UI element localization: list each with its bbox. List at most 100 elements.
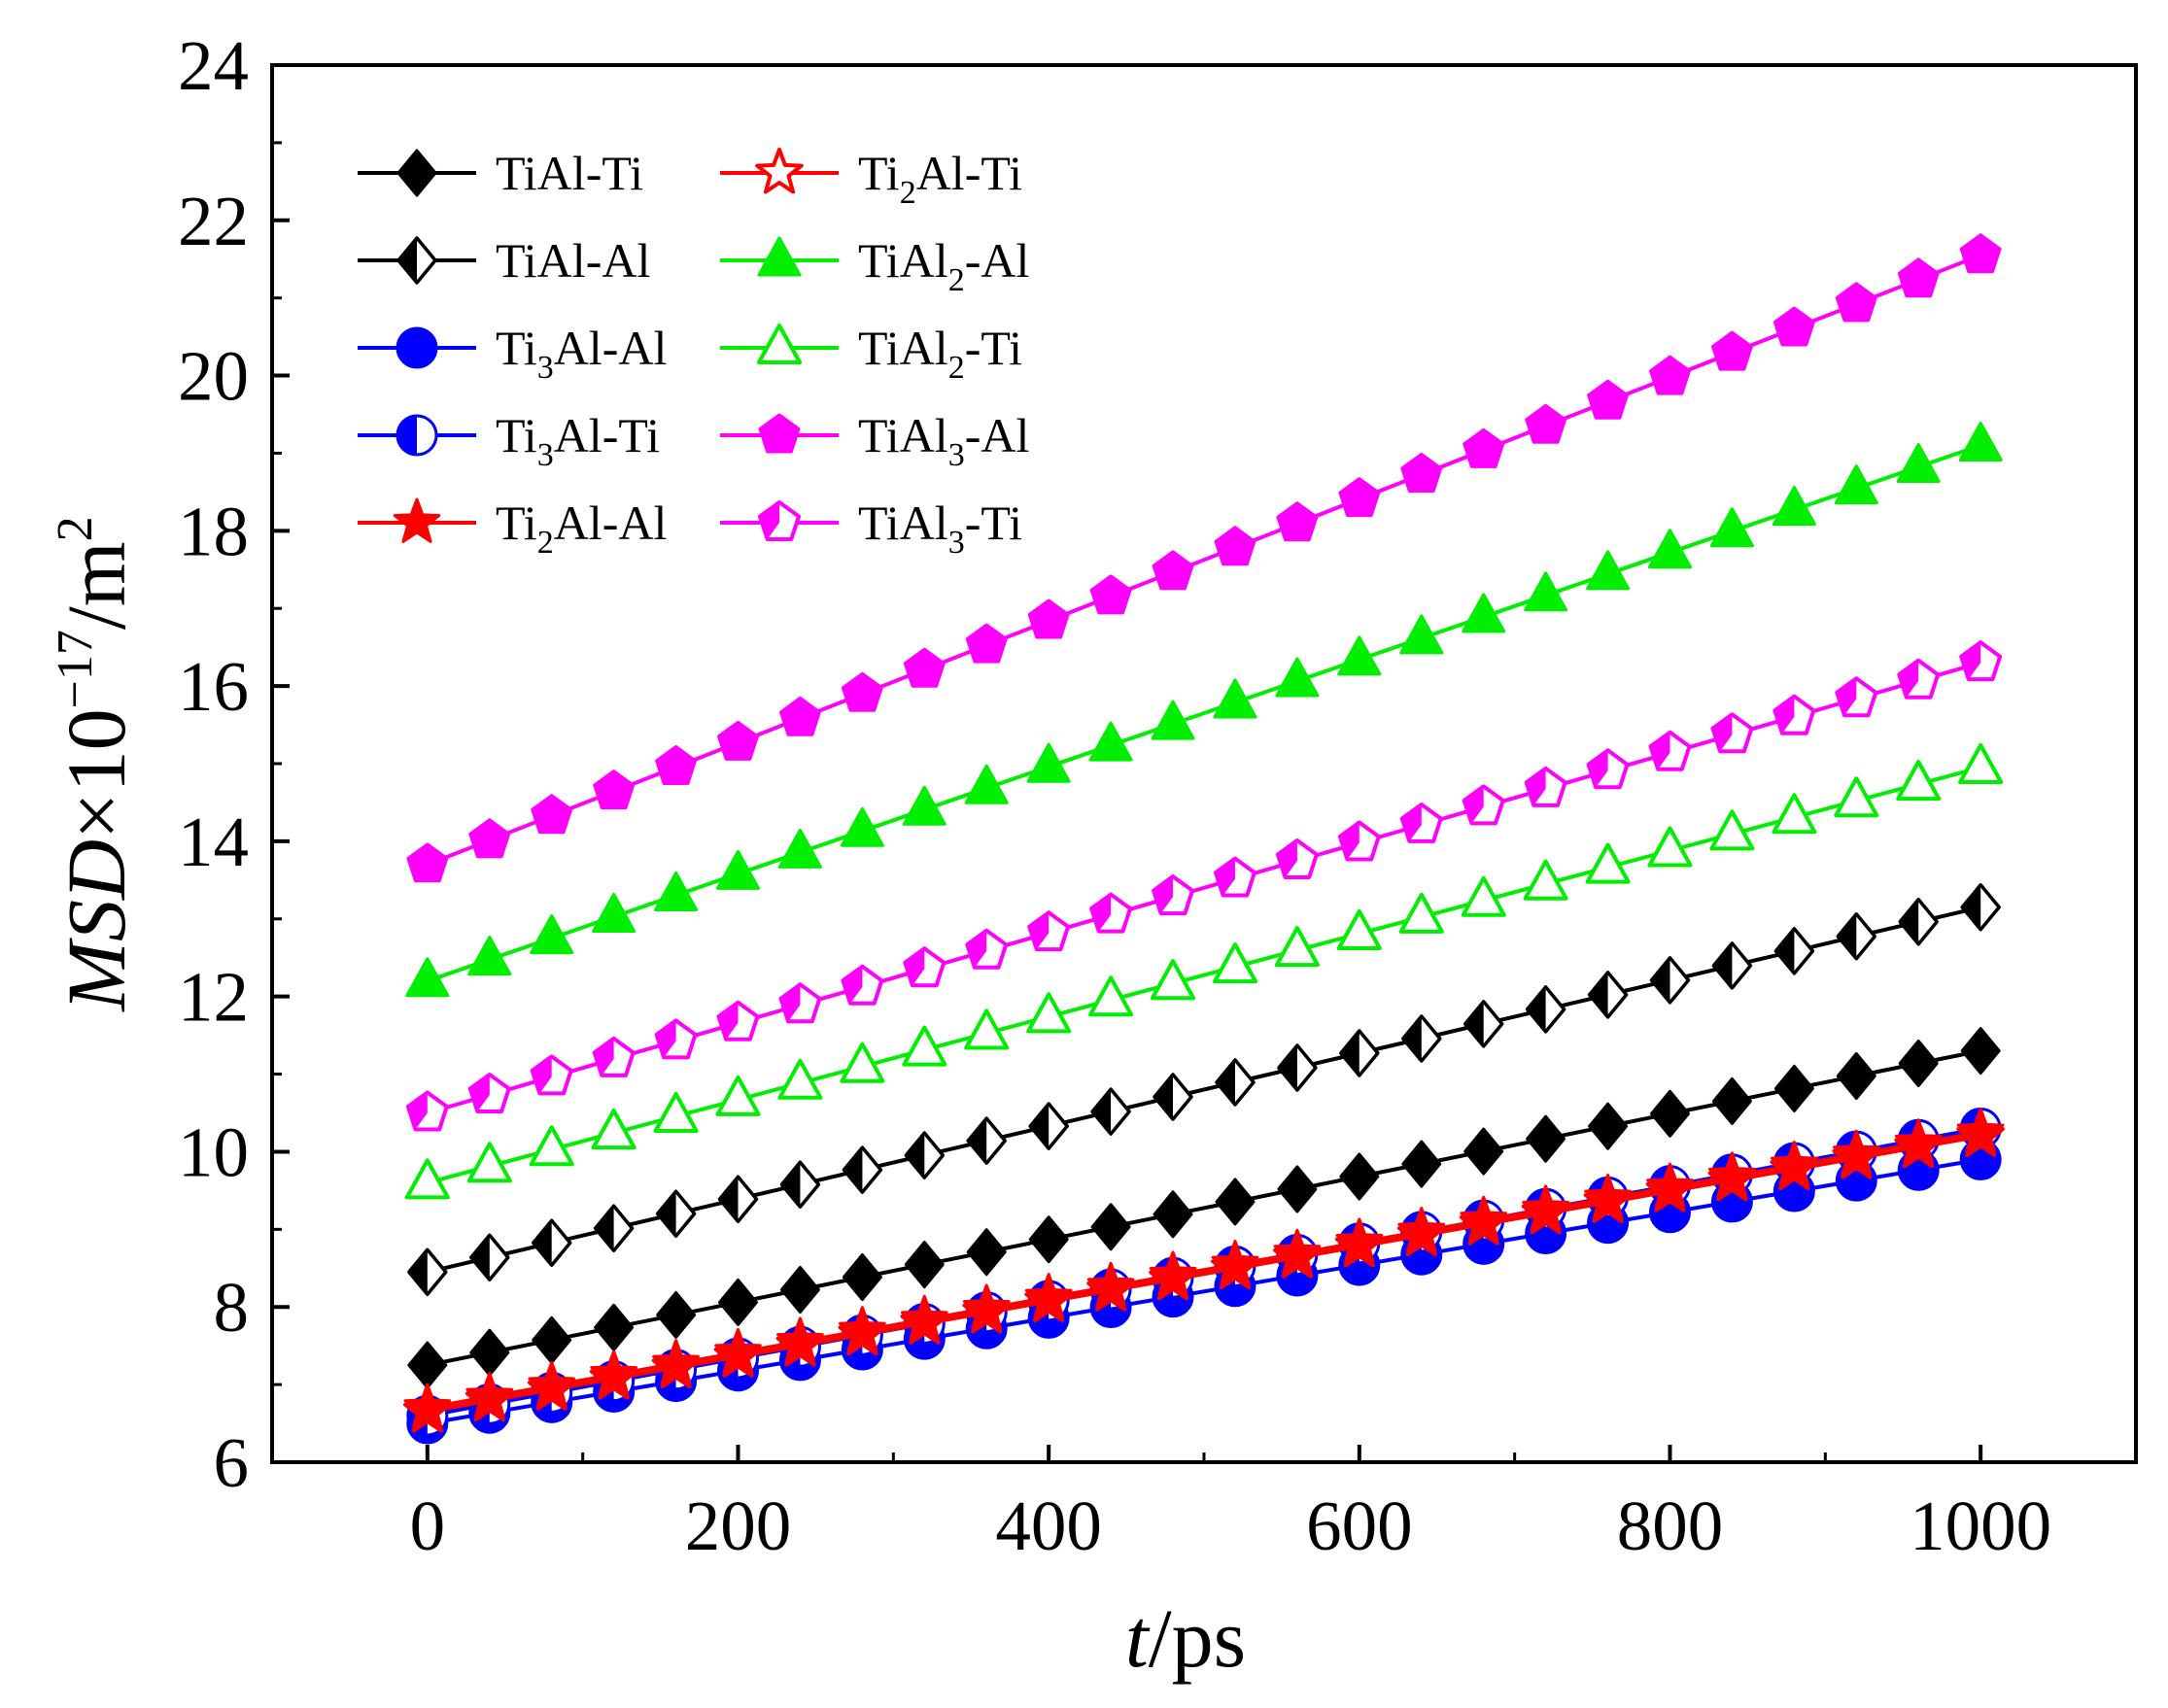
y-tick-label-20: 20 xyxy=(178,337,249,416)
point-tial2-ti-680 xyxy=(1461,875,1506,917)
point-tial-al-760 xyxy=(1587,971,1629,1019)
point-tial2-al-400 xyxy=(1026,742,1071,783)
point-tial2-ti-240 xyxy=(777,1058,823,1100)
x-tick-label-200: 200 xyxy=(685,1486,792,1565)
point-tial3-al-200 xyxy=(717,720,759,761)
point-tial-ti-40 xyxy=(469,1328,510,1377)
legend-item-ti2al-ti: Ti2Al-Ti xyxy=(720,146,1022,211)
point-ti2al-al-400 xyxy=(1024,1273,1073,1318)
y-tick-label-24: 24 xyxy=(178,26,249,105)
point-ti2al-al-0 xyxy=(403,1383,452,1428)
point-tial3-al-520 xyxy=(1214,526,1256,566)
point-ti2al-al-320 xyxy=(901,1294,948,1341)
series-tial-al xyxy=(407,883,2001,1297)
point-tial3-ti-880 xyxy=(1772,694,1816,735)
point-tial2-al-160 xyxy=(654,871,699,911)
point-tial3-ti-200 xyxy=(716,1000,760,1042)
point-tial-ti-520 xyxy=(1215,1178,1256,1226)
legend-label-ti2al-ti: Ti2Al-Ti xyxy=(858,146,1022,211)
point-tial-al-640 xyxy=(1401,1014,1442,1063)
point-tial2-al-880 xyxy=(1772,486,1816,527)
legend-label-ti2al-al: Ti2Al-Al xyxy=(496,495,667,561)
point-tial-al-1000 xyxy=(1960,883,2001,932)
point-tial-ti-760 xyxy=(1588,1102,1629,1150)
point-tial3-ti-560 xyxy=(1275,838,1319,879)
y-tick-label-12: 12 xyxy=(178,958,249,1037)
point-tial3-al-600 xyxy=(1338,477,1381,518)
point-tial2-ti-80 xyxy=(529,1125,574,1167)
point-tial2-al-920 xyxy=(1834,464,1878,505)
point-tial-al-40 xyxy=(469,1233,510,1282)
legend-label-tial2-al: TiAl2-Al xyxy=(858,233,1029,298)
y-tick-label-8: 8 xyxy=(214,1268,250,1347)
point-tial3-ti-480 xyxy=(1152,874,1194,916)
point-tial-ti-720 xyxy=(1526,1114,1566,1163)
point-tial2-al-680 xyxy=(1462,593,1506,633)
point-tial2-ti-520 xyxy=(1213,942,1257,984)
point-tial3-ti-40 xyxy=(467,1073,511,1113)
point-ti2al-al-560 xyxy=(1273,1228,1322,1275)
x-axis-label: t/ps xyxy=(1125,1591,1246,1685)
legend-item-tial2-ti: TiAl2-Ti xyxy=(720,321,1022,386)
point-tial2-ti-560 xyxy=(1274,926,1320,968)
point-tial-al-200 xyxy=(717,1175,759,1223)
point-tial2-ti-200 xyxy=(715,1075,761,1116)
point-tial3-ti-440 xyxy=(1089,892,1133,934)
point-ti2al-al-840 xyxy=(1708,1151,1756,1197)
legend-label-ti3al-ti: Ti3Al-Ti xyxy=(496,408,660,473)
legend-item-tial-al: TiAl-Al xyxy=(358,233,650,288)
point-tial-ti-400 xyxy=(1028,1215,1069,1264)
point-tial3-ti-840 xyxy=(1710,712,1754,754)
series-tial2-ti xyxy=(404,743,2004,1200)
point-tial3-ti-360 xyxy=(965,928,1009,970)
point-tial2-ti-360 xyxy=(964,1008,1010,1050)
point-tial3-ti-120 xyxy=(592,1036,636,1077)
point-ti2al-al-800 xyxy=(1646,1162,1694,1209)
x-tick-label-1000: 1000 xyxy=(1910,1486,2051,1565)
point-ti2al-al-880 xyxy=(1771,1141,1818,1186)
point-tial3-al-280 xyxy=(841,671,883,712)
point-tial-ti-240 xyxy=(779,1266,820,1314)
point-tial2-al-760 xyxy=(1586,550,1631,591)
legend-item-ti2al-al: Ti2Al-Al xyxy=(358,495,667,561)
point-ti2al-al-520 xyxy=(1211,1240,1259,1285)
legend: TiAl-Ti Ti2Al-Ti TiAl-Al TiAl2-Al Ti3Al-Al Ti… xyxy=(358,146,1029,561)
legend-marker-tial3-ti xyxy=(758,500,801,541)
point-ti2al-al-280 xyxy=(839,1306,886,1351)
point-tial-al-520 xyxy=(1215,1058,1256,1107)
point-tial-ti-320 xyxy=(904,1241,945,1289)
point-tial-al-440 xyxy=(1090,1087,1131,1136)
legend-label-tial2-ti: TiAl2-Ti xyxy=(858,321,1022,386)
point-tial3-al-840 xyxy=(1711,330,1753,371)
y-axis-label-italic: MSD xyxy=(50,839,143,1013)
point-ti2al-al-440 xyxy=(1086,1261,1135,1308)
point-tial3-al-920 xyxy=(1835,282,1877,323)
point-tial3-al-480 xyxy=(1152,550,1194,591)
point-tial-al-400 xyxy=(1028,1102,1069,1150)
series-tial2-al xyxy=(405,422,2003,998)
point-tial2-al-80 xyxy=(530,914,574,955)
legend-label-tial-al: TiAl-Al xyxy=(496,233,650,288)
point-tial-ti-560 xyxy=(1277,1165,1318,1213)
point-tial-al-840 xyxy=(1711,941,1753,990)
point-tial2-ti-960 xyxy=(1896,760,1942,802)
point-tial2-al-240 xyxy=(777,828,822,869)
point-ti2al-al-640 xyxy=(1397,1207,1446,1252)
point-ti2al-al-720 xyxy=(1522,1184,1569,1230)
point-tial2-ti-640 xyxy=(1398,892,1444,934)
point-tial-ti-0 xyxy=(407,1341,448,1389)
point-tial2-al-600 xyxy=(1337,635,1382,676)
point-tial-ti-960 xyxy=(1898,1040,1939,1087)
legend-item-ti3al-al: Ti3Al-Al xyxy=(358,321,667,386)
point-tial3-ti-160 xyxy=(654,1018,698,1060)
legend-marker-tial3-al xyxy=(758,413,801,454)
point-ti2al-al-960 xyxy=(1894,1118,1943,1164)
legend-item-ti3al-ti: Ti3Al-Ti xyxy=(358,408,660,473)
point-tial2-al-840 xyxy=(1709,507,1754,548)
point-tial2-ti-320 xyxy=(902,1025,947,1067)
point-tial3-al-160 xyxy=(655,745,697,785)
point-tial-ti-680 xyxy=(1463,1127,1504,1176)
point-tial-ti-800 xyxy=(1650,1089,1690,1138)
point-tial3-al-440 xyxy=(1089,574,1132,615)
point-tial2-al-800 xyxy=(1648,529,1692,569)
